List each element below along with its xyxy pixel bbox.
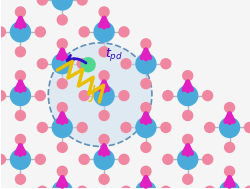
Circle shape [202,154,212,164]
Circle shape [219,118,238,137]
Circle shape [57,39,67,49]
Circle shape [81,58,95,72]
Circle shape [160,186,170,189]
Circle shape [77,0,87,5]
Circle shape [224,166,234,176]
Circle shape [37,186,47,189]
Circle shape [99,71,109,81]
Circle shape [136,118,155,137]
Circle shape [52,0,72,10]
Circle shape [0,27,6,37]
Circle shape [244,122,250,132]
Circle shape [0,154,6,164]
Circle shape [16,111,25,121]
Circle shape [37,122,47,132]
Circle shape [224,103,234,112]
Circle shape [182,111,192,121]
Circle shape [136,181,155,189]
Circle shape [57,15,67,25]
Circle shape [16,71,25,81]
Circle shape [182,174,192,184]
Circle shape [57,79,67,89]
Text: $t_{pd}$: $t_{pd}$ [105,46,123,63]
Circle shape [16,174,25,184]
Circle shape [99,111,109,121]
Circle shape [177,149,197,169]
Circle shape [120,186,130,189]
Circle shape [140,39,150,49]
Circle shape [177,86,197,106]
Circle shape [118,154,128,164]
Circle shape [140,166,150,176]
Circle shape [48,43,151,146]
Circle shape [118,91,128,101]
Circle shape [162,91,172,101]
Circle shape [57,103,67,112]
Circle shape [162,154,172,164]
Circle shape [10,149,30,169]
FancyArrowPatch shape [67,55,86,63]
Circle shape [94,86,114,106]
Circle shape [35,154,45,164]
Circle shape [10,22,30,42]
Circle shape [52,54,72,74]
Circle shape [204,186,214,189]
Circle shape [182,71,192,81]
Circle shape [118,27,128,37]
Circle shape [99,134,109,144]
Circle shape [160,59,170,69]
Circle shape [204,122,214,132]
Circle shape [79,27,89,37]
Circle shape [99,47,109,57]
Circle shape [35,27,45,37]
Circle shape [94,22,114,42]
Circle shape [16,134,25,144]
Circle shape [35,91,45,101]
Circle shape [94,149,114,169]
Circle shape [52,181,72,189]
Circle shape [224,143,234,152]
Circle shape [16,7,25,17]
Circle shape [52,118,72,137]
Circle shape [136,54,155,74]
Circle shape [219,181,238,189]
Circle shape [140,103,150,112]
Circle shape [140,143,150,152]
Circle shape [77,59,87,69]
Circle shape [99,174,109,184]
Circle shape [79,91,89,101]
Circle shape [244,186,250,189]
Circle shape [10,86,30,106]
Circle shape [77,186,87,189]
Circle shape [99,7,109,17]
Text: $J$: $J$ [88,83,97,104]
Circle shape [160,122,170,132]
Circle shape [37,0,47,5]
Circle shape [57,166,67,176]
Circle shape [120,122,130,132]
Circle shape [57,143,67,152]
Circle shape [140,79,150,89]
Circle shape [37,59,47,69]
Circle shape [120,59,130,69]
Circle shape [182,134,192,144]
Circle shape [0,91,6,101]
Circle shape [77,122,87,132]
Circle shape [79,154,89,164]
Circle shape [202,91,212,101]
Circle shape [16,47,25,57]
